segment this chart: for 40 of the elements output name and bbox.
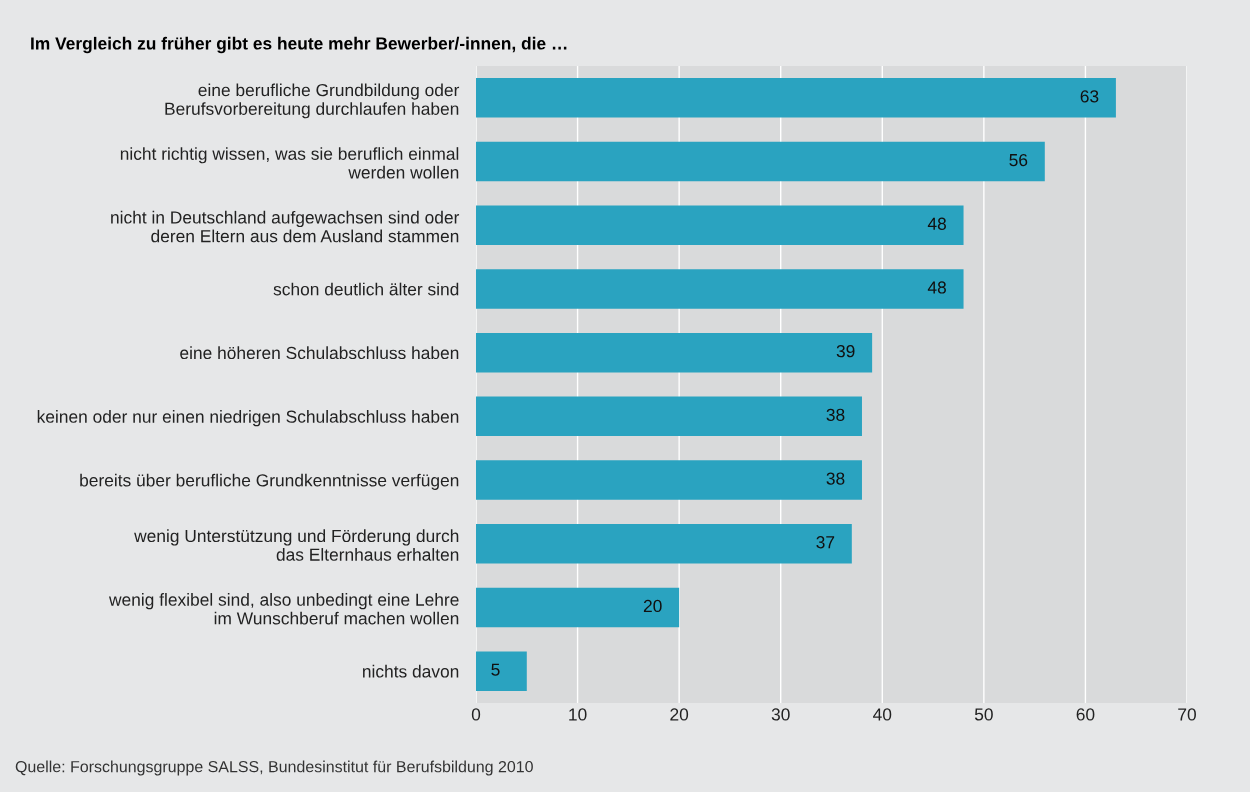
bar — [476, 396, 862, 437]
y-tick-label: nicht richtig wissen, was sie beruflich einmal werden wollen — [120, 147, 459, 179]
bar — [476, 587, 680, 628]
bar — [476, 524, 852, 564]
data-label: 20 — [643, 599, 662, 613]
x-tick-label: 70 — [1178, 708, 1196, 721]
bar — [476, 141, 1045, 182]
bar — [476, 78, 1116, 118]
x-tick-label: 10 — [569, 708, 587, 721]
y-tick-label: keinen oder nur einen niedrigen Schulabschluss haben — [37, 410, 459, 427]
data-label: 48 — [927, 281, 946, 294]
x-tick-label: 50 — [974, 708, 993, 721]
data-label: 48 — [927, 217, 946, 230]
x-tick-label: 30 — [771, 708, 790, 721]
text: Im Vergleich zu früher gibt es heute mehr Bewerber/-innen, die … — [31, 36, 567, 54]
x-tick-label: 40 — [873, 708, 892, 721]
bar — [476, 332, 873, 373]
bar — [476, 460, 862, 500]
y-tick-label: wenig Unterstützung und Förderung durch das Elternhaus erhalten — [134, 529, 459, 561]
bar — [476, 651, 527, 691]
source-note: Quelle: Forschungsgruppe SALSS, Bundesinstitut für Berufsbildung 2010 — [15, 760, 533, 776]
x-tick-label: 20 — [670, 708, 689, 721]
data-label: 39 — [836, 345, 855, 358]
data-label: 56 — [1009, 153, 1028, 167]
y-tick-label: nichts davon — [363, 664, 459, 678]
y-tick-label: eine höheren Schulabschluss haben — [180, 346, 459, 360]
data-label: 63 — [1080, 90, 1099, 103]
data-label: 38 — [826, 472, 845, 485]
x-tick-label: 0 — [471, 708, 481, 721]
data-label: 38 — [826, 408, 845, 422]
bar — [476, 269, 964, 309]
y-tick-label: nicht in Deutschland aufgewachsen sind oder deren Eltern aus dem Ausland stammen — [111, 210, 460, 243]
x-tick-label: 60 — [1076, 708, 1095, 721]
data-label: 5 — [491, 663, 500, 676]
bar — [476, 205, 964, 245]
y-tick-label: eine berufliche Grundbildung oder Berufsvorbereitung durchlaufen haben — [165, 83, 460, 119]
y-tick-label: schon deutlich älter sind — [273, 282, 459, 296]
y-tick-label: wenig flexibel sind, also unbedingt eine Lehre im Wunschberuf machen wollen — [108, 593, 459, 625]
y-tick-label: bereits über berufliche Grundkenntnisse verfügen — [80, 473, 459, 490]
data-label: 37 — [816, 536, 835, 549]
